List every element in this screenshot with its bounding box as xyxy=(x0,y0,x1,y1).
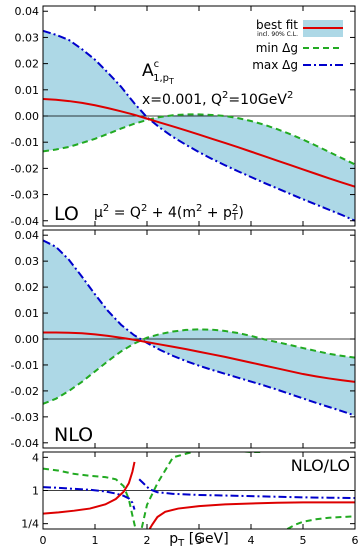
mid-uncertainty-band xyxy=(43,240,355,416)
y-tick-label: 0.03 xyxy=(15,255,40,268)
y-tick-label: -0.01 xyxy=(11,136,39,149)
legend-max-label: max Δg xyxy=(252,58,298,72)
y-tick-label: 0.02 xyxy=(15,58,40,71)
ratio-segment xyxy=(286,515,355,529)
panel-bottom: 4 1 1/4 0 1 2 3 4 5 6 NLO/LO pT [GeV] xyxy=(21,451,358,546)
x-axis: 0 1 2 3 4 5 6 xyxy=(40,452,358,546)
y-tick-label: -0.02 xyxy=(11,385,39,398)
legend-min-label: min Δg xyxy=(256,41,298,55)
x-tick-label: 4 xyxy=(248,534,255,546)
top-y-axis: 0.04 0.03 0.02 0.01 0.00 -0.01 -0.02 -0.03 -0.04 xyxy=(11,5,355,228)
legend-best-fit-note: incl. 90% C.L. xyxy=(257,31,298,38)
x-tick-label: 1 xyxy=(92,534,99,546)
y-tick-label: 0.01 xyxy=(15,307,40,320)
y-tick-label: 0.04 xyxy=(15,5,40,18)
kinematics-label: x=0.001, Q2=10GeV2 xyxy=(142,90,293,108)
y-tick-label: -0.01 xyxy=(11,359,39,372)
mid-x-ticks xyxy=(42,230,356,448)
x-tick-label: 2 xyxy=(144,534,151,546)
ratio-segment xyxy=(138,478,355,500)
y-tick-label: 0.00 xyxy=(15,110,40,123)
top-uncertainty-band xyxy=(43,30,355,221)
ratio-segment xyxy=(43,467,137,529)
y-tick-label: 1/4 xyxy=(21,518,39,531)
y-tick-label: 0.00 xyxy=(15,333,40,346)
ratio-segment xyxy=(148,501,355,529)
legend: best fit incl. 90% C.L. min Δg max Δg xyxy=(252,18,343,72)
nlo-label: NLO xyxy=(54,424,93,446)
legend-best-fit-label: best fit xyxy=(256,18,298,32)
y-tick-label: -0.04 xyxy=(11,215,39,228)
lo-label: LO xyxy=(54,203,79,225)
observable-label: Ac 1,pT xyxy=(142,59,174,86)
y-tick-label: 0.01 xyxy=(15,84,40,97)
ratio-min-dg-line xyxy=(43,452,355,529)
ratio-label: NLO/LO xyxy=(291,456,350,475)
y-tick-label: 1 xyxy=(32,485,39,498)
y-tick-label: 4 xyxy=(32,451,39,464)
ratio-best-fit-line xyxy=(43,461,355,529)
top-min-dg-line xyxy=(43,113,355,166)
y-tick-label: -0.03 xyxy=(11,189,39,202)
y-tick-label: 0.02 xyxy=(15,281,40,294)
panel-middle: 0.04 0.03 0.02 0.01 0.00 -0.01 -0.02 -0.03 -0.04… xyxy=(11,229,356,450)
y-tick-label: -0.04 xyxy=(11,437,39,450)
x-tick-label: 5 xyxy=(300,534,307,546)
ratio-segment xyxy=(140,452,264,529)
mid-best-fit-line xyxy=(43,331,355,383)
top-max-dg-line xyxy=(43,29,355,222)
y-tick-label: 0.03 xyxy=(15,31,40,44)
ratio-max-dg-line xyxy=(43,478,355,510)
top-x-ticks xyxy=(42,6,356,226)
mid-y-axis: 0.04 0.03 0.02 0.01 0.00 -0.01 -0.02 -0.03 -0.04 xyxy=(11,229,355,450)
y-tick-label: 0.04 xyxy=(15,229,40,242)
ratio-segment xyxy=(43,461,136,515)
mid-max-dg-line xyxy=(43,239,355,417)
x-tick-label: 3 xyxy=(196,534,203,546)
scale-label: μ2 = Q2 + 4(m2 + pT2) xyxy=(94,203,244,223)
x-tick-label: 6 xyxy=(352,534,358,546)
top-best-fit-line xyxy=(43,97,355,188)
y-tick-label: -0.02 xyxy=(11,162,39,175)
mid-min-dg-line xyxy=(43,328,355,405)
ratio-y-axis: 4 1 1/4 xyxy=(21,451,355,531)
x-tick-label: 0 xyxy=(40,534,47,546)
ratio-segment xyxy=(43,486,136,510)
y-tick-label: -0.03 xyxy=(11,411,39,424)
panel-top: 0.04 0.03 0.02 0.01 0.00 -0.01 -0.02 -0.03 -0.04… xyxy=(11,5,356,228)
x-axis-label: pT [GeV] xyxy=(169,531,228,546)
